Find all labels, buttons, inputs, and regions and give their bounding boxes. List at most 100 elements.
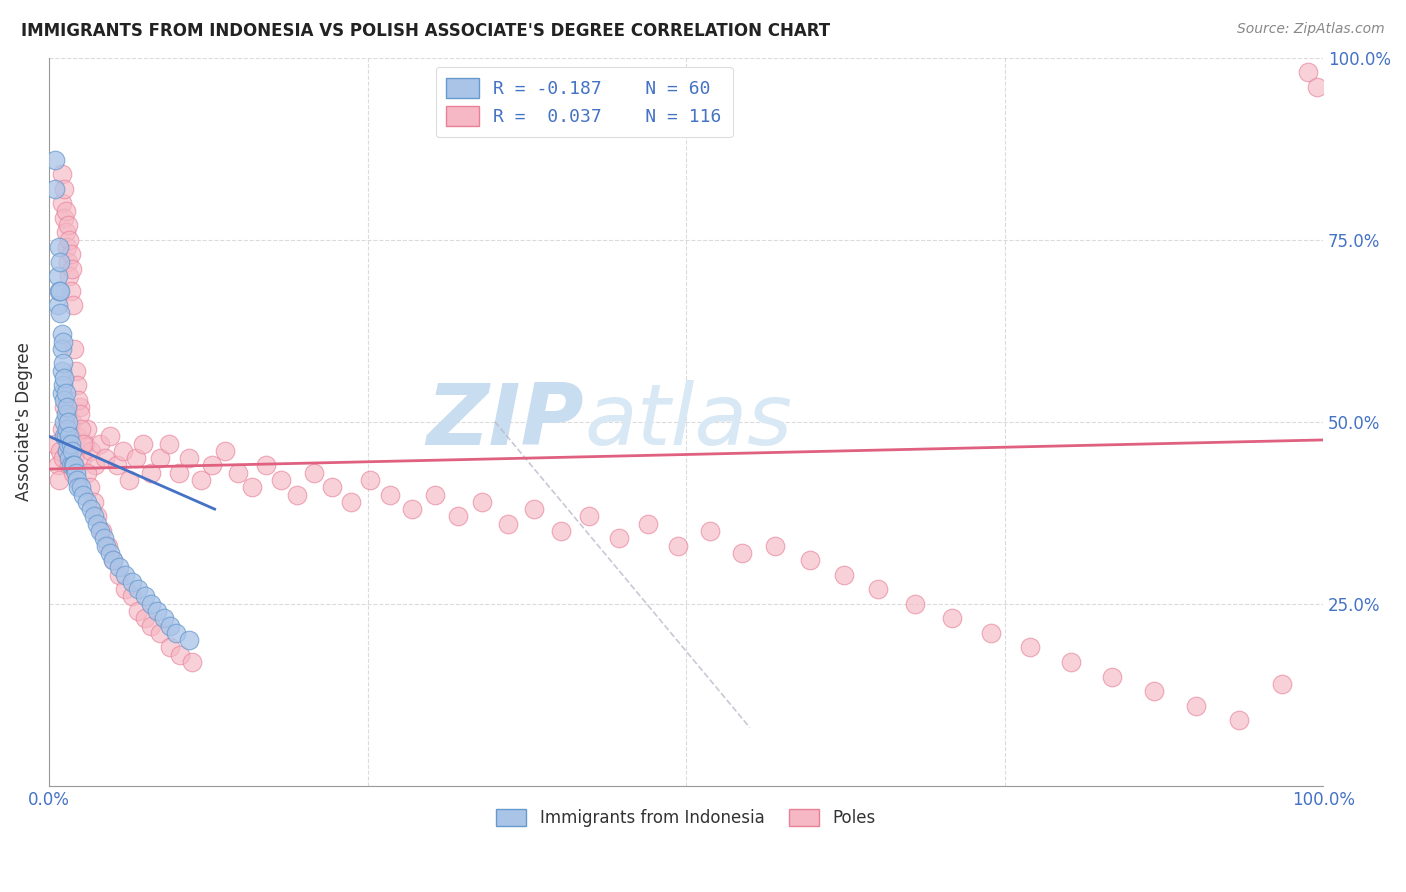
Point	[44, 153, 66, 167]
Point	[201, 458, 224, 473]
Point	[149, 451, 172, 466]
Point	[1101, 669, 1123, 683]
Point	[146, 604, 169, 618]
Point	[359, 473, 381, 487]
Point	[79, 480, 101, 494]
Point	[51, 364, 73, 378]
Point	[159, 640, 181, 655]
Point	[114, 582, 136, 597]
Point	[668, 539, 690, 553]
Point	[105, 458, 128, 473]
Point	[56, 400, 79, 414]
Point	[139, 466, 162, 480]
Point	[152, 611, 174, 625]
Point	[226, 466, 249, 480]
Point	[159, 618, 181, 632]
Point	[1271, 677, 1294, 691]
Point	[76, 466, 98, 480]
Point	[287, 487, 309, 501]
Point	[63, 451, 86, 466]
Point	[101, 553, 124, 567]
Point	[1184, 698, 1206, 713]
Point	[607, 531, 630, 545]
Point	[157, 436, 180, 450]
Point	[868, 582, 890, 597]
Point	[60, 443, 83, 458]
Point	[134, 611, 156, 625]
Point	[89, 524, 111, 538]
Point	[53, 182, 76, 196]
Point	[46, 298, 69, 312]
Point	[72, 487, 94, 501]
Point	[53, 400, 76, 414]
Point	[127, 582, 149, 597]
Point	[302, 466, 325, 480]
Point	[763, 539, 786, 553]
Point	[340, 495, 363, 509]
Text: ZIP: ZIP	[426, 380, 583, 463]
Point	[56, 415, 79, 429]
Point	[48, 284, 70, 298]
Point	[1296, 65, 1319, 79]
Point	[62, 466, 84, 480]
Point	[66, 429, 89, 443]
Point	[48, 240, 70, 254]
Point	[49, 305, 72, 319]
Point	[73, 436, 96, 450]
Point	[52, 334, 75, 349]
Point	[1227, 713, 1250, 727]
Point	[53, 429, 76, 443]
Point	[55, 429, 77, 443]
Point	[49, 284, 72, 298]
Point	[67, 392, 90, 407]
Point	[1143, 684, 1166, 698]
Point	[44, 182, 66, 196]
Point	[52, 451, 75, 466]
Point	[51, 196, 73, 211]
Y-axis label: Associate's Degree: Associate's Degree	[15, 343, 32, 501]
Point	[108, 567, 131, 582]
Point	[86, 509, 108, 524]
Point	[67, 480, 90, 494]
Point	[59, 247, 82, 261]
Point	[69, 480, 91, 494]
Point	[83, 495, 105, 509]
Point	[59, 458, 82, 473]
Point	[149, 626, 172, 640]
Point	[523, 502, 546, 516]
Point	[51, 342, 73, 356]
Point	[46, 269, 69, 284]
Point	[58, 233, 80, 247]
Point	[179, 633, 201, 648]
Point	[65, 364, 87, 378]
Point	[321, 480, 343, 494]
Point	[58, 458, 80, 473]
Point	[52, 378, 75, 392]
Point	[139, 597, 162, 611]
Point	[56, 443, 79, 458]
Point	[48, 473, 70, 487]
Point	[51, 422, 73, 436]
Point	[72, 436, 94, 450]
Point	[56, 436, 79, 450]
Point	[637, 516, 659, 531]
Point	[179, 451, 201, 466]
Point	[63, 342, 86, 356]
Point	[53, 211, 76, 225]
Point	[80, 443, 103, 458]
Point	[56, 422, 79, 436]
Point	[76, 495, 98, 509]
Point	[76, 422, 98, 436]
Point	[53, 415, 76, 429]
Point	[55, 203, 77, 218]
Point	[731, 546, 754, 560]
Point	[118, 473, 141, 487]
Point	[69, 400, 91, 414]
Point	[423, 487, 446, 501]
Point	[111, 443, 134, 458]
Point	[578, 509, 600, 524]
Point	[86, 516, 108, 531]
Point	[98, 546, 121, 560]
Point	[49, 443, 72, 458]
Point	[447, 509, 470, 524]
